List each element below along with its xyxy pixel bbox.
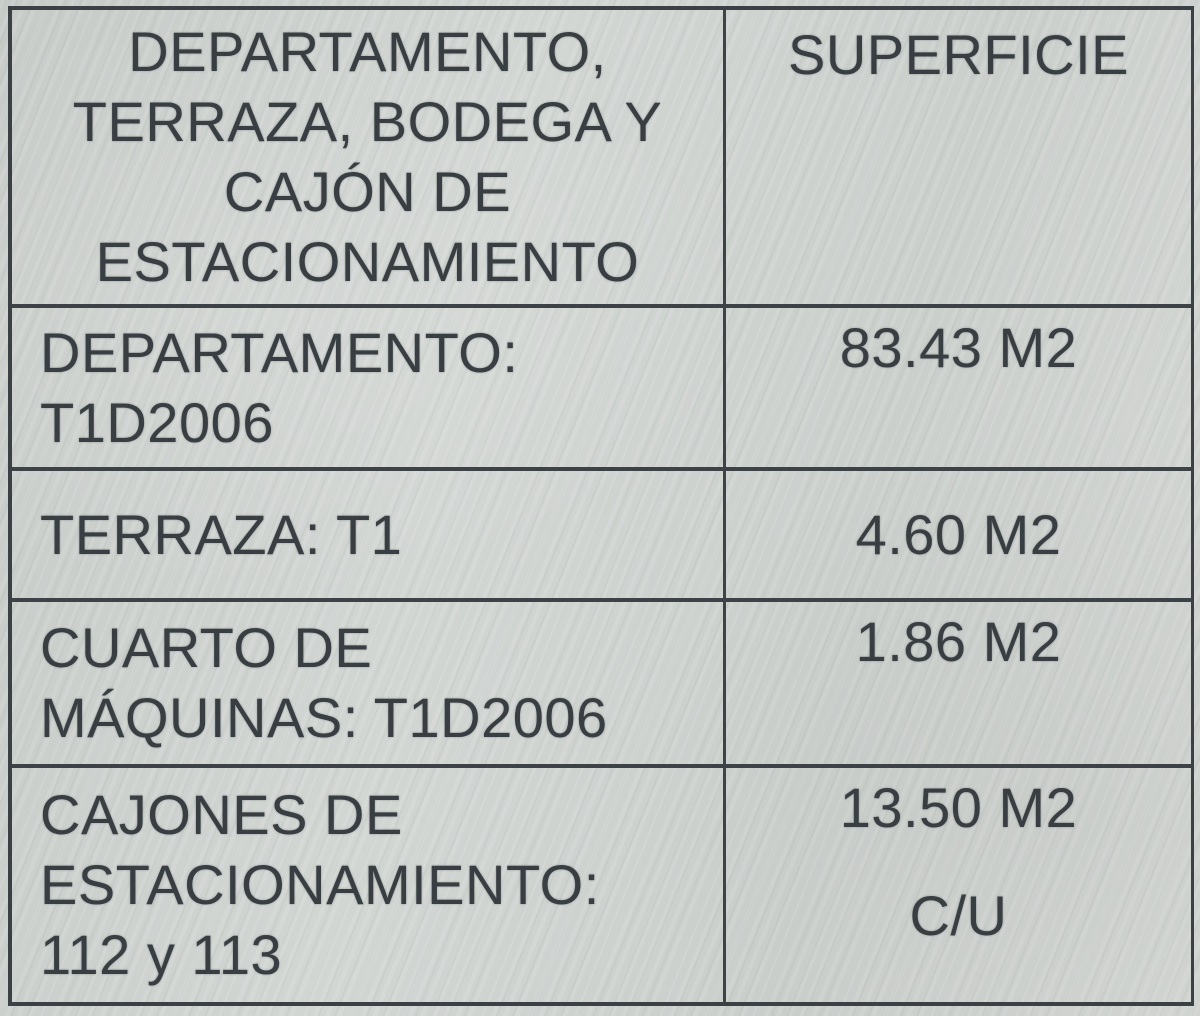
header-cell-superficie: SUPERFICIE: [726, 10, 1191, 308]
cuarto-maquinas-label: CUARTO DE MÁQUINAS: T1D2006: [40, 616, 608, 749]
table-row-terraza-concept: TERRAZA: T1: [12, 471, 726, 602]
departamento-superficie-value: 83.43 M2: [839, 316, 1078, 379]
terraza-superficie-value: 4.60 M2: [855, 502, 1062, 566]
table-row-cuarto-maquinas-superficie: 1.86 M2: [726, 602, 1191, 768]
cajones-superficie-value: 13.50 M2: [839, 776, 1078, 839]
table-row-cuarto-maquinas-concept: CUARTO DE MÁQUINAS: T1D2006: [12, 602, 726, 768]
header-superficie-label: SUPERFICIE: [787, 23, 1130, 86]
table-row-cajones-superficie: 13.50 M2 C/U: [726, 768, 1191, 1002]
header-concept-label: DEPARTAMENTO, TERRAZA, BODEGA Y CAJÓN DE…: [72, 20, 663, 293]
cuarto-maquinas-superficie-value: 1.86 M2: [855, 610, 1062, 673]
departamento-label: DEPARTAMENTO: T1D2006: [40, 320, 519, 454]
table-row-cajones-concept: CAJONES DE ESTACIONAMIENTO: 112 y 113: [12, 768, 726, 1002]
table-row-departamento-concept: DEPARTAMENTO: T1D2006: [12, 308, 726, 471]
cajones-superficie-unit-note: C/U: [909, 884, 1008, 947]
cajones-label: CAJONES DE ESTACIONAMIENTO: 112 y 113: [40, 783, 600, 986]
terraza-label: TERRAZA: T1: [40, 502, 403, 566]
table-row-departamento-superficie: 83.43 M2: [726, 308, 1191, 471]
header-cell-concept: DEPARTAMENTO, TERRAZA, BODEGA Y CAJÓN DE…: [12, 10, 726, 308]
table-row-terraza-superficie: 4.60 M2: [726, 471, 1191, 602]
superficie-table: DEPARTAMENTO, TERRAZA, BODEGA Y CAJÓN DE…: [8, 6, 1194, 1006]
